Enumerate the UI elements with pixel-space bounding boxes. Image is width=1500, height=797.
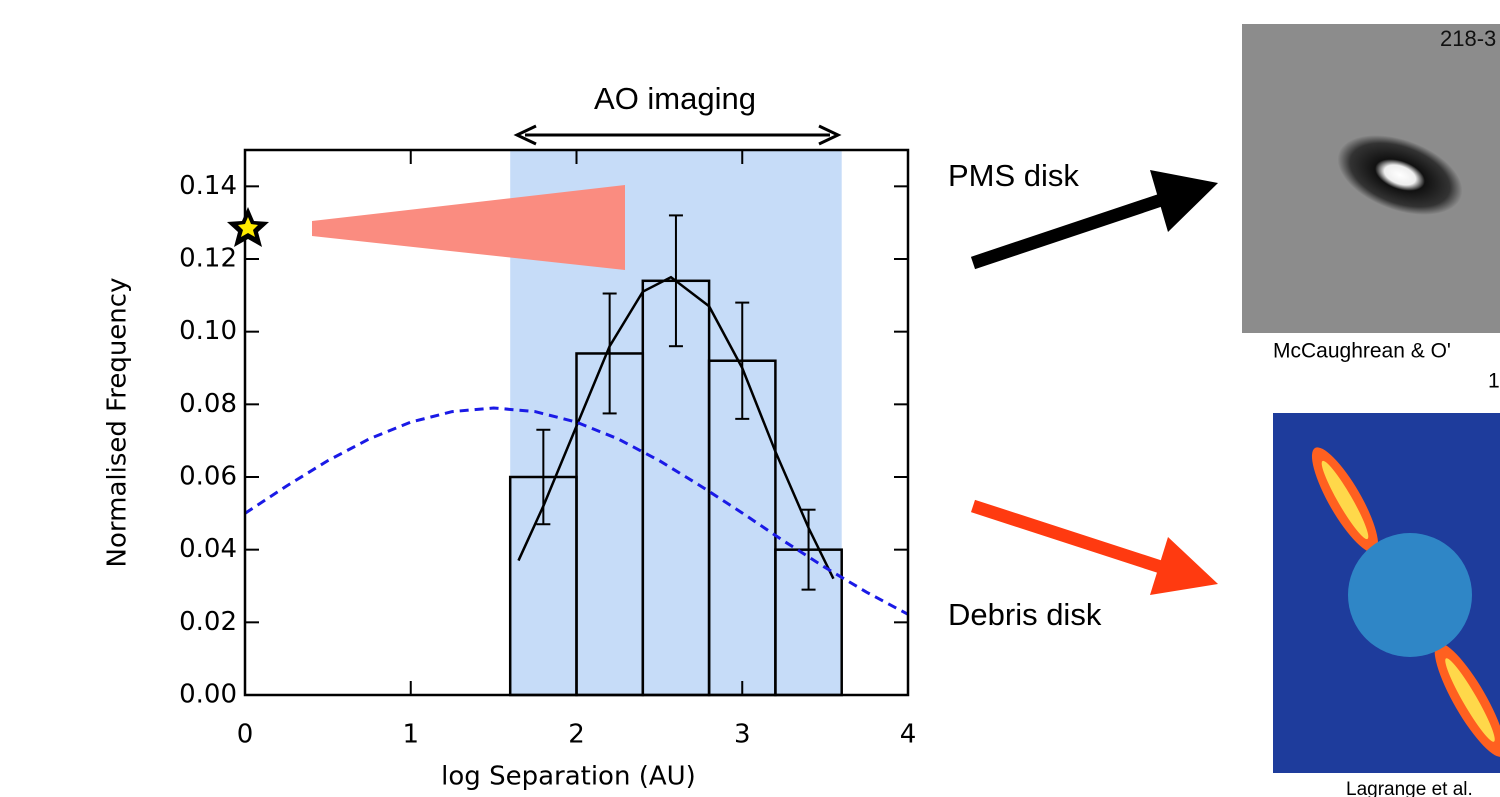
image-mask <box>1348 533 1472 657</box>
y-tick-label: 0.10 <box>179 316 237 346</box>
y-tick-label: 0.02 <box>179 607 237 637</box>
image-caption: Lagrange et al. <box>1346 779 1473 797</box>
annotation: Debris disk <box>948 597 1102 632</box>
x-tick-label: 4 <box>900 720 917 750</box>
y-tick-label: 0.06 <box>179 462 237 492</box>
arrow-head <box>1150 170 1218 232</box>
wedge <box>312 185 625 270</box>
image-label: 218-3 <box>1440 26 1496 51</box>
slide: 0 1 2 3 4 0.00 0.02 0.04 0.06 0.08 0.10 0.12 0.14 log… <box>0 0 1500 797</box>
arrow <box>973 506 1170 570</box>
arrow <box>973 197 1170 263</box>
y-tick-label: 0.00 <box>179 680 237 710</box>
y-tick-label: 0.12 <box>179 244 237 274</box>
x-tick-label: 0 <box>237 720 254 750</box>
x-tick-label: 2 <box>568 720 585 750</box>
image-caption: McCaughrean & O' <box>1273 340 1451 363</box>
y-tick-label: 0.04 <box>179 534 237 564</box>
arrow-head <box>1150 537 1218 595</box>
x-tick-label: 3 <box>734 720 751 750</box>
image-caption: 1 <box>1488 370 1500 393</box>
x-axis-label: log Separation (AU) <box>441 762 696 792</box>
y-tick-label: 0.14 <box>179 171 237 201</box>
y-axis-label: Normalised Frequency <box>103 278 133 568</box>
x-tick-label: 1 <box>402 720 419 750</box>
y-tick-label: 0.08 <box>179 389 237 419</box>
annotation: PMS disk <box>948 158 1079 193</box>
ao-label: AO imaging <box>594 81 756 116</box>
